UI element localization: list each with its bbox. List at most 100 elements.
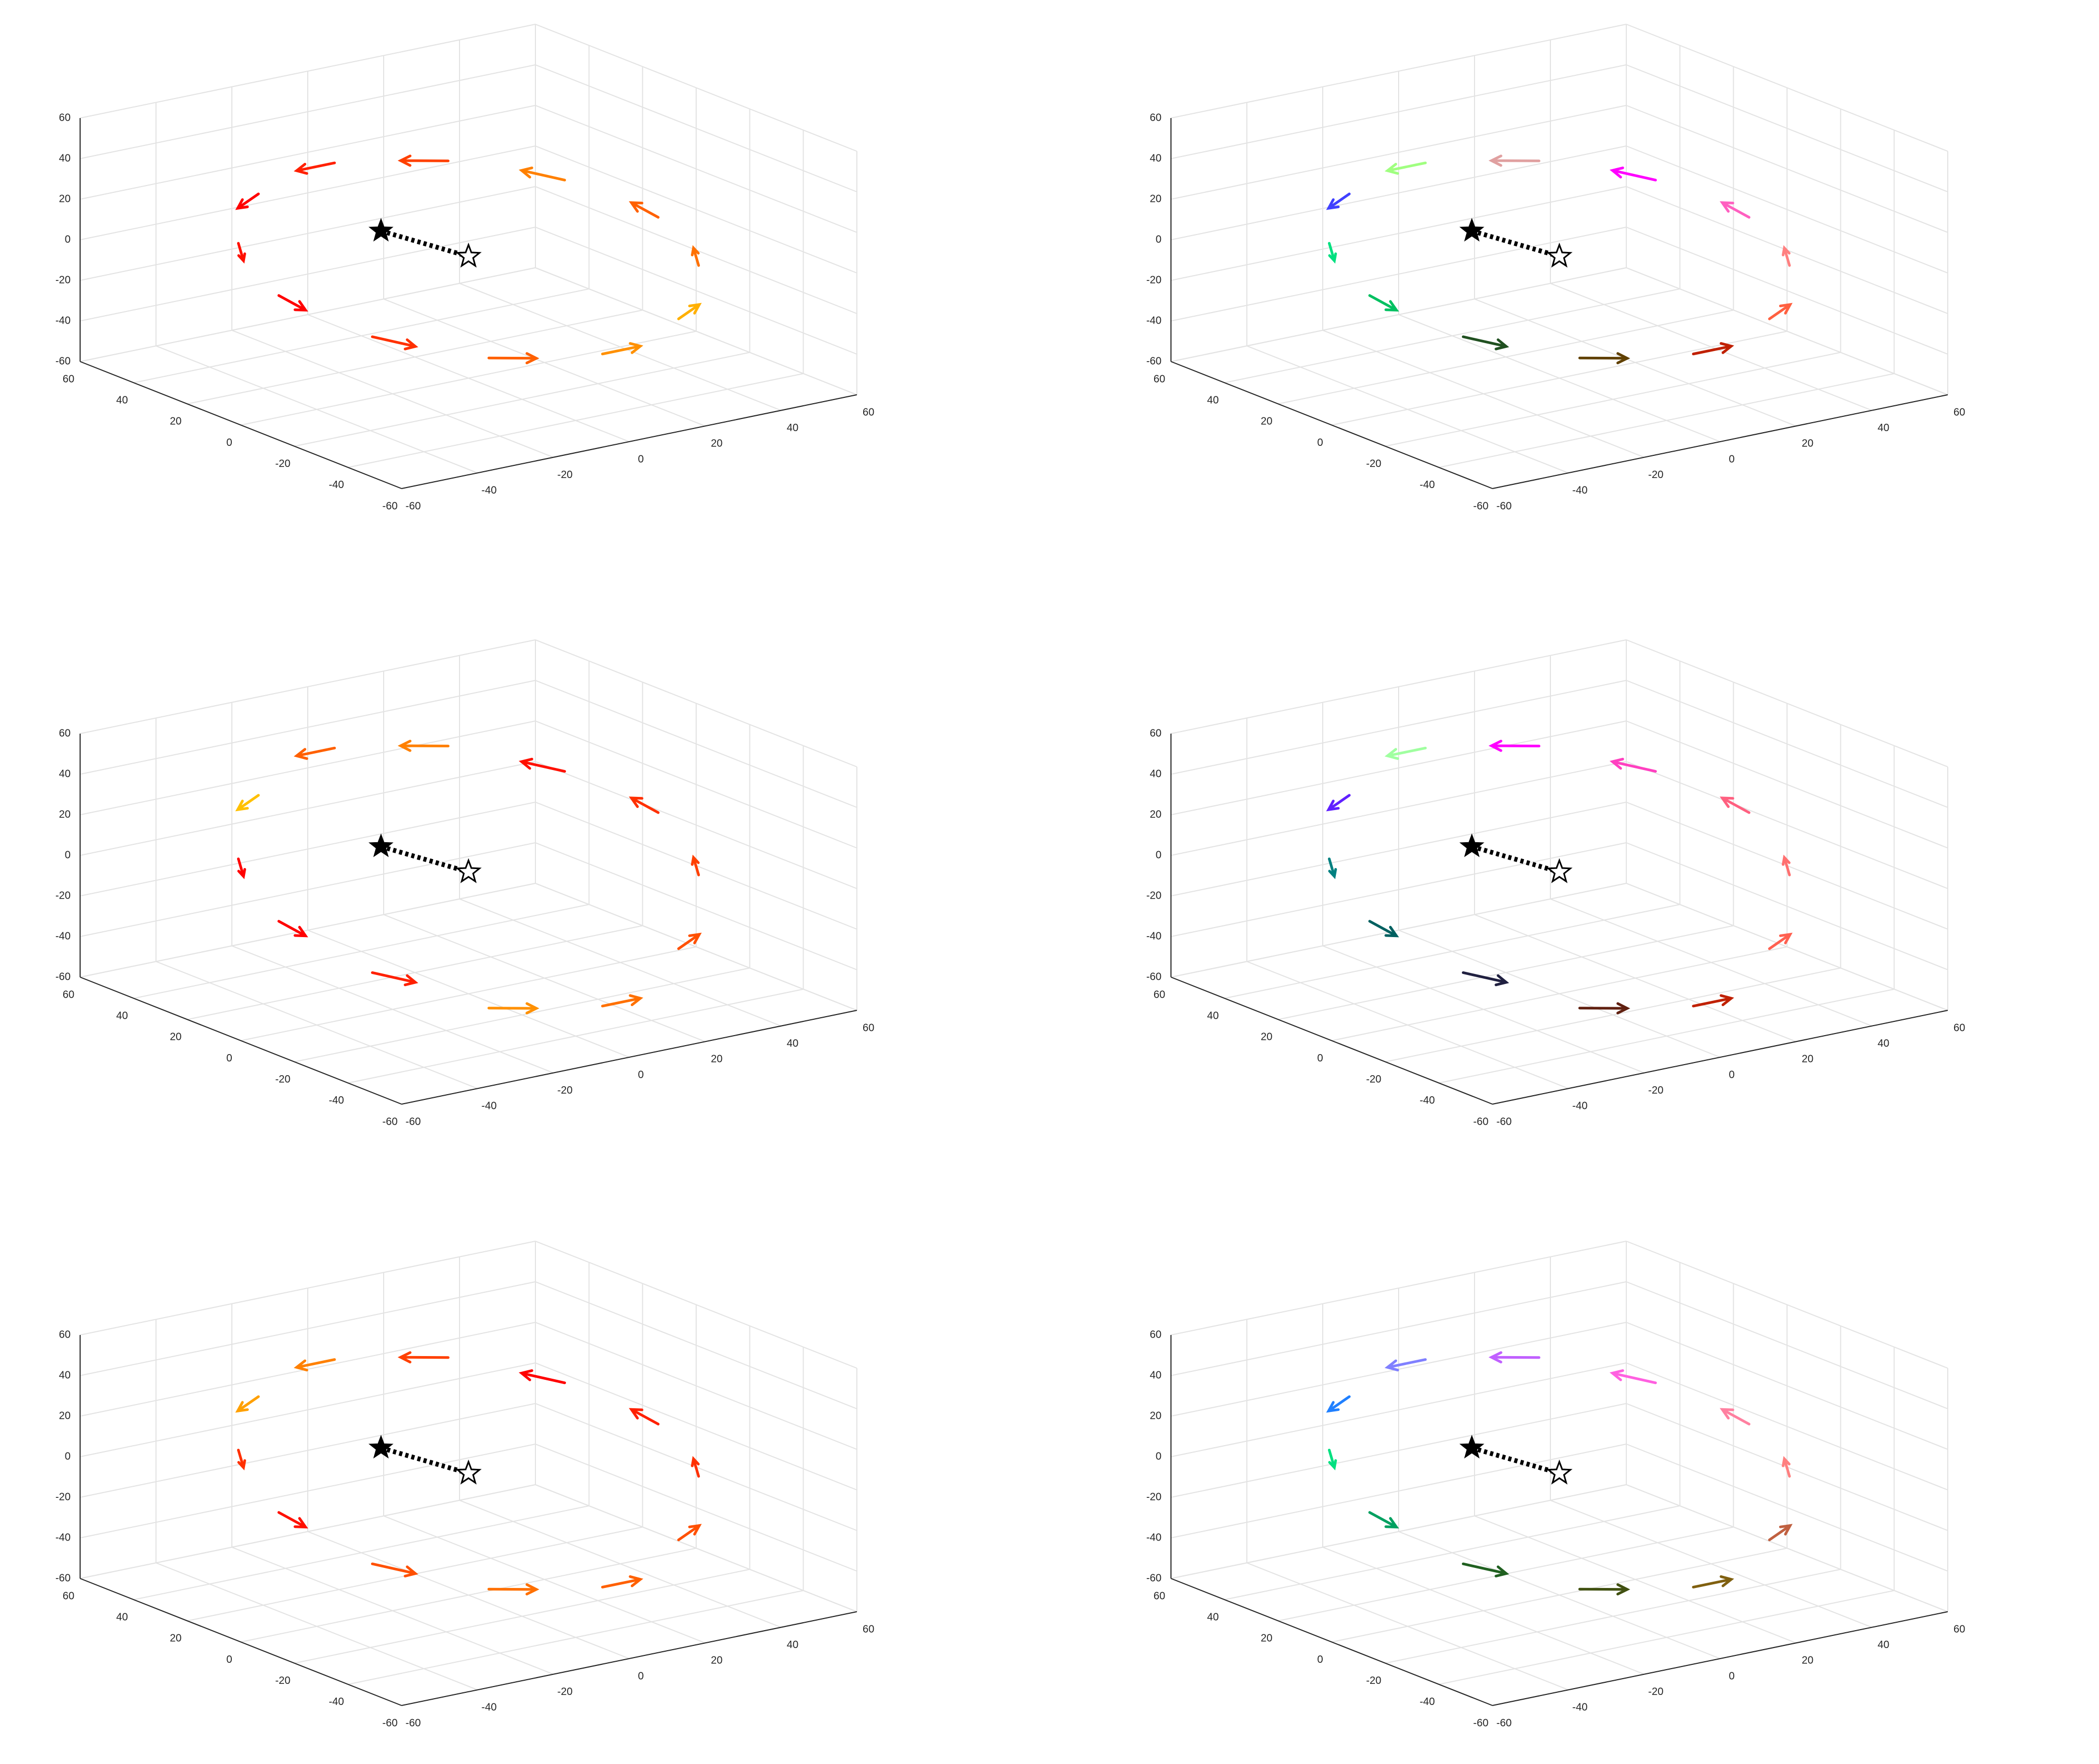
grid-line [240, 946, 697, 1041]
y-tick-label: -20 [1366, 1675, 1381, 1687]
grid-line [80, 64, 536, 159]
z-tick-label: -20 [55, 1491, 71, 1503]
z-tick-label: 20 [1150, 808, 1161, 820]
quiver-arrow [1578, 1002, 1631, 1015]
quiver-arrow [277, 920, 308, 938]
y-tick-label: 20 [170, 1031, 181, 1043]
y-tick-label: 60 [1154, 373, 1165, 385]
trajectory-line [380, 1445, 470, 1476]
grid-line [1626, 883, 1948, 1011]
quiver-arrow [294, 161, 336, 175]
panel: -60 -40 -20 0 20 40 60 -60 -40 -20 0 20 40 60 -60 -40 -2… [1146, 639, 1965, 1127]
grid-line [1626, 842, 1948, 970]
quiver-arrow [487, 1583, 540, 1596]
x-tick-label: 40 [787, 1038, 798, 1049]
grid-line [80, 1362, 536, 1457]
quiver-arrow [1461, 335, 1509, 350]
y-tick-label: -40 [1420, 1095, 1435, 1106]
grid-line [1626, 680, 1948, 808]
y-tick-label: 0 [1317, 1052, 1323, 1064]
z-tick-label: 0 [1156, 233, 1161, 245]
y-tick-label: -20 [1366, 458, 1381, 470]
grid-line [80, 761, 536, 856]
grid-line [1439, 373, 1895, 468]
z-tick-label: 40 [1150, 768, 1161, 779]
x-tick-label: -60 [1497, 1717, 1512, 1729]
quiver-arrow [601, 342, 643, 356]
grid-line [535, 64, 857, 192]
y-tick-label: 20 [1261, 416, 1272, 427]
y-tick-label: -60 [383, 1717, 398, 1729]
x-axis-line [401, 1611, 857, 1706]
quiver-arrow [601, 994, 643, 1008]
grid-line [133, 288, 589, 384]
grid-line [1170, 24, 1627, 119]
y-axis-line [1170, 1578, 1493, 1706]
x-tick-label: -40 [1573, 1702, 1588, 1713]
z-tick-label: 0 [1156, 849, 1161, 861]
x-tick-label: 0 [1729, 1670, 1734, 1682]
quiver-arrow [397, 154, 450, 167]
y-tick-label: -40 [329, 479, 344, 491]
x-tick-label: -20 [558, 1085, 573, 1096]
grid-line [1626, 1444, 1948, 1572]
quiver-arrow [1326, 1395, 1351, 1413]
quiver-arrow [1327, 242, 1337, 264]
x-tick-label: 20 [711, 1655, 723, 1666]
quiver-arrow [519, 1369, 567, 1385]
x-tick-label: 60 [1954, 1022, 1965, 1034]
y-tick-label: 60 [63, 989, 74, 1000]
grid-line [1170, 186, 1627, 281]
quiver-arrow [277, 294, 308, 312]
start-marker [1459, 1435, 1485, 1459]
quiver-arrow [294, 746, 336, 760]
grid-line [1170, 802, 1627, 896]
x-tick-label: -60 [406, 1717, 421, 1729]
y-tick-label: 0 [226, 437, 232, 449]
x-axis-line [401, 1010, 857, 1105]
z-tick-label: 20 [1150, 1410, 1161, 1421]
end-marker [1546, 1459, 1573, 1485]
quiver-arrow [487, 1002, 540, 1015]
quiver-arrow [1692, 342, 1734, 356]
z-tick-label: 0 [1156, 1450, 1161, 1462]
x-tick-label: 20 [1802, 1054, 1813, 1065]
x-tick-label: 20 [1802, 1655, 1813, 1666]
y-axis-line [80, 1578, 402, 1706]
z-tick-label: 60 [59, 1329, 71, 1340]
quiver-arrow [629, 796, 660, 814]
quiver-arrow [235, 794, 260, 812]
x-tick-label: 60 [863, 1022, 874, 1034]
x-tick-label: -40 [1573, 485, 1588, 496]
grid-line [1170, 842, 1627, 937]
grid-line [1385, 352, 1841, 447]
x-tick-label: 20 [711, 438, 723, 450]
grid-line [1626, 720, 1948, 849]
grid-line [1626, 1484, 1948, 1612]
x-tick-label: 0 [1729, 453, 1734, 465]
grid-line [187, 309, 643, 405]
quiver-arrow [1782, 854, 1791, 876]
grid-line [133, 1505, 589, 1601]
quiver-arrow [691, 245, 700, 267]
grid-line [1626, 105, 1948, 233]
grid-line [535, 227, 857, 355]
z-tick-label: 20 [1150, 193, 1161, 204]
grid-line [1439, 1590, 1895, 1685]
quiver-arrow [237, 1448, 246, 1470]
y-tick-label: 40 [116, 1611, 128, 1623]
end-marker [455, 1459, 482, 1485]
grid-line [535, 105, 857, 233]
z-tick-label: -40 [1146, 930, 1161, 942]
y-tick-label: -60 [383, 1116, 398, 1127]
y-tick-label: -20 [1366, 1074, 1381, 1085]
quiver-arrow [677, 932, 702, 950]
grid-line [535, 1241, 857, 1369]
grid-line [80, 1241, 536, 1336]
x-tick-label: -60 [406, 1116, 421, 1127]
z-tick-label: -20 [55, 890, 71, 901]
grid-line [348, 373, 804, 468]
quiver-arrow [1488, 739, 1540, 752]
grid-line [80, 1484, 536, 1579]
grid-line [1170, 1484, 1627, 1579]
